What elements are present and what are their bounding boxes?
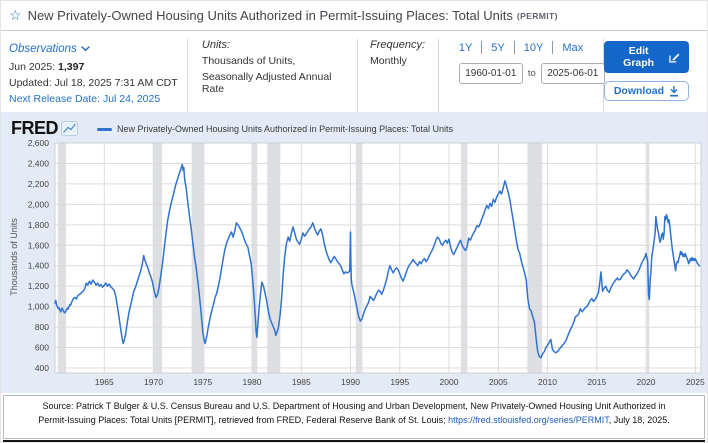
- edit-graph-button[interactable]: Edit Graph: [603, 41, 689, 73]
- updated-text: Updated: Jul 18, 2025 7:31 AM CDT: [9, 77, 178, 89]
- date-to-input[interactable]: [540, 63, 605, 84]
- source-link[interactable]: https://fred.stlouisfed.org/series/PERMI…: [448, 414, 609, 425]
- bottom-edge-bar: [3, 440, 705, 442]
- svg-text:800: 800: [35, 322, 49, 332]
- units-section: Units: Thousands of Units, Seasonally Ad…: [188, 39, 359, 112]
- svg-text:2,000: 2,000: [28, 199, 50, 209]
- source-text-after: , July 18, 2025.: [608, 414, 670, 425]
- svg-text:1970: 1970: [144, 377, 163, 387]
- edit-pencil-icon: [669, 53, 680, 62]
- svg-text:1990: 1990: [341, 377, 360, 387]
- range-5y-button[interactable]: 5Y: [491, 41, 505, 54]
- fred-logo[interactable]: FRED: [11, 118, 78, 139]
- frequency-label: Frequency:: [370, 39, 426, 51]
- series-id-label: (PERMIT): [516, 10, 558, 21]
- chart-plot[interactable]: 400 600 800 1,000 1,200 1,400 1,600 1,800 2,000 2…: [1, 112, 708, 393]
- range-10y-button[interactable]: 10Y: [523, 41, 544, 54]
- meta-row: Observations Jun 2025: 1,397 Updated: Ju…: [1, 31, 707, 112]
- date-to-word: to: [527, 68, 536, 79]
- svg-text:2020: 2020: [637, 377, 656, 387]
- range-1y-button[interactable]: 1Y: [458, 41, 473, 54]
- observations-label: Observations: [9, 43, 77, 55]
- frequency-section: Frequency: Monthly: [358, 39, 439, 112]
- frequency-value: Monthly: [370, 55, 407, 67]
- range-separator: [481, 41, 483, 54]
- range-section: 1Y 5Y 10Y Max to: [439, 39, 605, 112]
- svg-text:2015: 2015: [587, 377, 606, 387]
- svg-text:1,600: 1,600: [28, 240, 50, 250]
- page-title: New Privately-Owned Housing Units Author…: [27, 8, 513, 23]
- svg-text:1985: 1985: [292, 377, 311, 387]
- download-button[interactable]: Download: [603, 81, 689, 101]
- svg-text:2005: 2005: [489, 377, 508, 387]
- date-from-input[interactable]: [458, 63, 523, 84]
- observations-dropdown[interactable]: Observations: [9, 43, 90, 55]
- svg-text:1995: 1995: [390, 377, 409, 387]
- svg-text:1980: 1980: [243, 377, 262, 387]
- svg-text:2,400: 2,400: [28, 158, 50, 168]
- svg-text:1,400: 1,400: [28, 261, 50, 271]
- chart-legend: New Privately-Owned Housing Units Author…: [97, 124, 453, 134]
- latest-value: 1,397: [58, 61, 85, 73]
- download-icon: [670, 85, 678, 96]
- units-line1: Thousands of Units,: [201, 55, 296, 67]
- legend-line-swatch: [97, 127, 112, 131]
- y-axis-title: Thousands of Units: [9, 218, 19, 296]
- svg-text:600: 600: [35, 343, 49, 353]
- range-links: 1Y 5Y 10Y Max: [459, 41, 595, 54]
- svg-text:2010: 2010: [538, 377, 557, 387]
- svg-text:2000: 2000: [440, 377, 459, 387]
- svg-text:1975: 1975: [193, 377, 212, 387]
- svg-text:1,800: 1,800: [28, 220, 50, 230]
- svg-text:2,600: 2,600: [28, 138, 50, 148]
- svg-text:1965: 1965: [95, 377, 114, 387]
- favorite-star-icon[interactable]: ☆: [9, 7, 22, 23]
- source-text: Source: Patrick T Bulger & U.S. Census B…: [3, 395, 705, 439]
- latest-period: Jun 2025:: [9, 61, 59, 73]
- download-label: Download: [613, 85, 664, 97]
- units-line2: Seasonally Adjusted Annual Rate: [201, 71, 332, 95]
- chevron-down-icon: [81, 46, 90, 52]
- svg-text:1,200: 1,200: [28, 281, 50, 291]
- range-separator: [552, 41, 554, 54]
- source-footer: Source: Patrick T Bulger & U.S. Census B…: [1, 393, 707, 442]
- fred-sparkline-icon: [61, 121, 78, 136]
- range-separator: [513, 41, 515, 54]
- title-bar: ☆ New Privately-Owned Housing Units Auth…: [1, 1, 707, 31]
- date-range-row: to: [458, 63, 605, 84]
- fred-logo-text: FRED: [11, 118, 59, 138]
- svg-text:2,200: 2,200: [28, 179, 50, 189]
- edit-graph-label: Edit Graph: [623, 45, 655, 69]
- next-release-text: Next Release Date: Jul 24, 2025: [9, 93, 161, 105]
- svg-text:1,000: 1,000: [28, 302, 50, 312]
- units-label: Units:: [201, 39, 231, 51]
- range-max-button[interactable]: Max: [562, 41, 584, 54]
- source-text-before: Source: Patrick T Bulger & U.S. Census B…: [38, 401, 666, 425]
- legend-label: New Privately-Owned Housing Units Author…: [117, 124, 453, 134]
- observations-section: Observations Jun 2025: 1,397 Updated: Ju…: [9, 39, 188, 112]
- svg-text:400: 400: [35, 363, 49, 373]
- chart-region: FRED New Privately-Owned Housing Units A…: [1, 112, 708, 393]
- latest-observation: Jun 2025: 1,397: [9, 61, 179, 73]
- svg-text:2025: 2025: [686, 377, 705, 387]
- action-buttons: Edit Graph Download: [603, 39, 699, 112]
